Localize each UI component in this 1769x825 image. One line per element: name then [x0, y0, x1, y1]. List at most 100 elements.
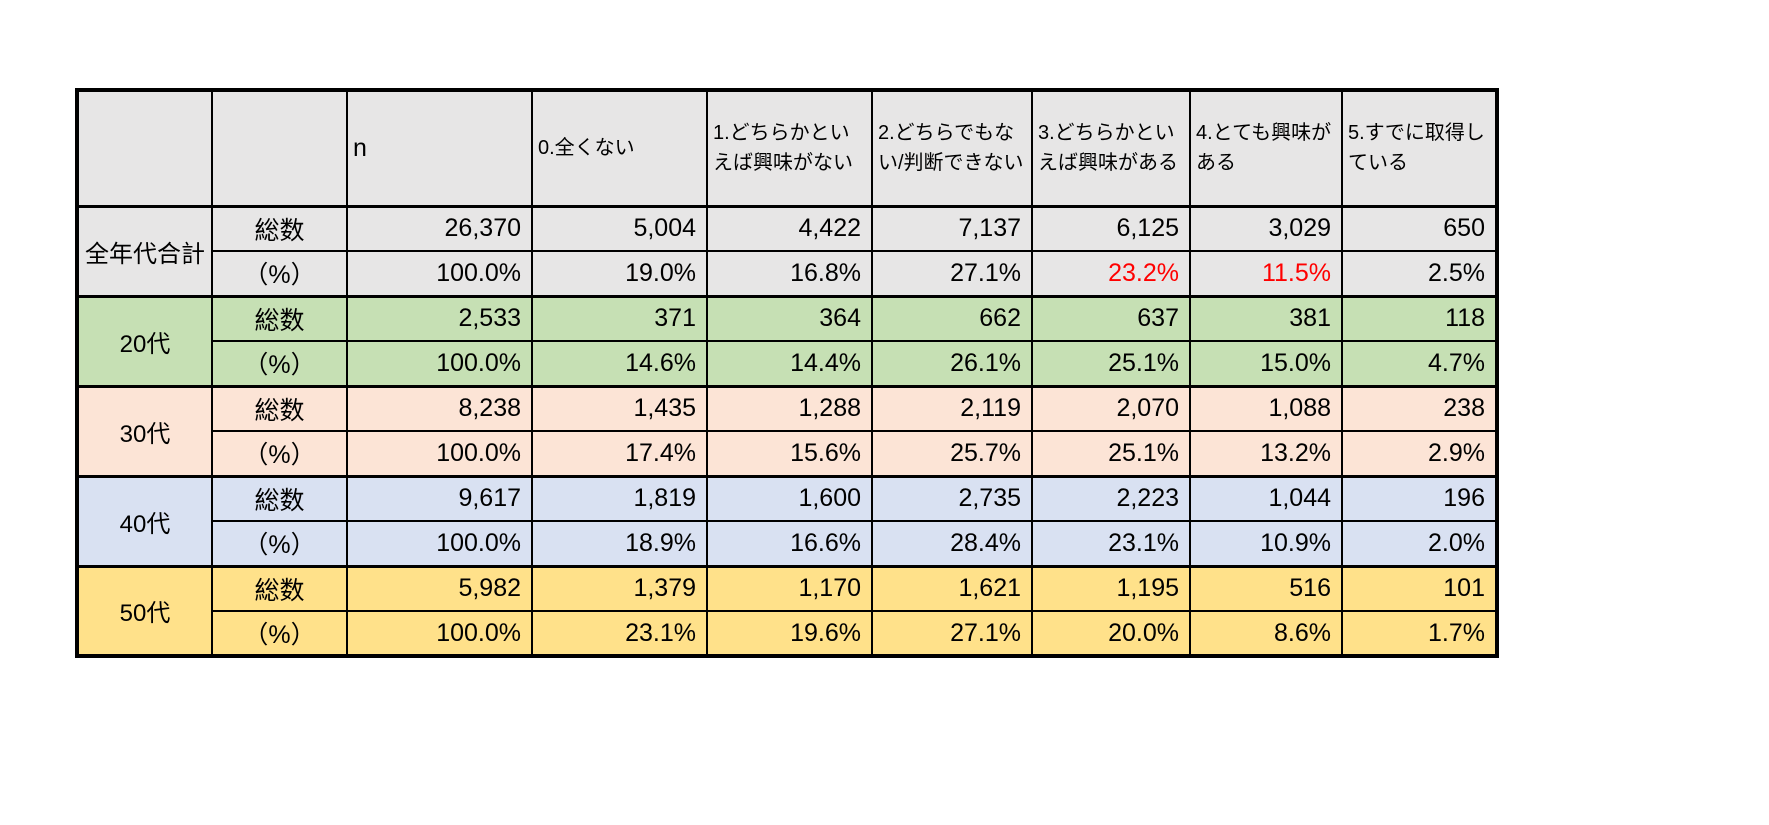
value-cell: 8,238 — [346, 384, 533, 432]
value-cell: 14.6% — [531, 340, 708, 387]
value-cell: 26.1% — [871, 340, 1033, 387]
value-cell: 25.7% — [871, 430, 1033, 477]
row-group-label: 50代 — [76, 564, 213, 657]
column-header-2: n — [346, 89, 533, 208]
value-cell: 650 — [1341, 204, 1498, 252]
value-cell: 5,982 — [346, 564, 533, 612]
value-cell: 1,435 — [531, 384, 708, 432]
value-cell: 19.6% — [706, 610, 873, 657]
column-header-3: 0.全くない — [531, 89, 708, 208]
value-cell: 1,621 — [871, 564, 1033, 612]
value-cell: 1,044 — [1189, 474, 1343, 522]
value-cell: 23.1% — [1031, 520, 1191, 567]
value-cell: 2,070 — [1031, 384, 1191, 432]
column-header-1 — [211, 89, 348, 208]
value-cell: 100.0% — [346, 610, 533, 657]
row-group-label: 20代 — [76, 294, 213, 387]
value-cell: 16.6% — [706, 520, 873, 567]
column-header-7: 4.とても興味がある — [1189, 89, 1343, 208]
value-cell: 1,819 — [531, 474, 708, 522]
row-type-label: 総数 — [211, 564, 348, 612]
row-type-label: （%） — [211, 430, 348, 477]
value-cell: 662 — [871, 294, 1033, 342]
value-cell: 637 — [1031, 294, 1191, 342]
value-cell: 10.9% — [1189, 520, 1343, 567]
value-cell: 9,617 — [346, 474, 533, 522]
value-cell: 15.6% — [706, 430, 873, 477]
table-row: （%） 100.0% 18.9% 16.6% 28.4% 23.1% 10.9% 2.0% — [77, 520, 1498, 567]
row-group-label: 30代 — [76, 384, 213, 477]
column-header-5: 2.どちらでもない/判断できない — [871, 89, 1033, 208]
row-type-label: 総数 — [211, 474, 348, 522]
value-cell: 11.5% — [1189, 250, 1343, 297]
table-row: 全年代合計 総数 26,370 5,004 4,422 7,137 6,125 3,029 65… — [76, 204, 1498, 297]
value-cell: 1,288 — [706, 384, 873, 432]
value-cell: 28.4% — [871, 520, 1033, 567]
row-type-label: 総数 — [211, 384, 348, 432]
column-header-0 — [76, 89, 213, 208]
value-cell: 23.1% — [531, 610, 708, 657]
row-group-label: 全年代合計 — [76, 204, 213, 297]
value-cell: 516 — [1189, 564, 1343, 612]
value-cell: 100.0% — [346, 250, 533, 297]
value-cell: 100.0% — [346, 520, 533, 567]
value-cell: 381 — [1189, 294, 1343, 342]
value-cell: 18.9% — [531, 520, 708, 567]
value-cell: 101 — [1341, 564, 1498, 612]
value-cell: 2.0% — [1341, 520, 1498, 567]
value-cell: 196 — [1341, 474, 1498, 522]
value-cell: 16.8% — [706, 250, 873, 297]
value-cell: 1,600 — [706, 474, 873, 522]
value-cell: 13.2% — [1189, 430, 1343, 477]
table-row: 20代 総数 2,533 371 364 662 637 381 118 — [76, 294, 1498, 387]
value-cell: 2.9% — [1341, 430, 1498, 477]
value-cell: 25.1% — [1031, 340, 1191, 387]
value-cell: 118 — [1341, 294, 1498, 342]
row-type-label: 総数 — [211, 294, 348, 342]
table-row: （%） 100.0% 17.4% 15.6% 25.7% 25.1% 13.2% 2.9% — [77, 430, 1498, 477]
row-type-label: （%） — [211, 250, 348, 297]
value-cell: 19.0% — [531, 250, 708, 297]
value-cell: 15.0% — [1189, 340, 1343, 387]
value-cell: 2.5% — [1341, 250, 1498, 297]
value-cell: 371 — [531, 294, 708, 342]
value-cell: 23.2% — [1031, 250, 1191, 297]
header-row: n 0.全くない 1.どちらかといえば興味がない 2.どちらでもない/判断できない 3.… — [76, 89, 1498, 208]
table-row: （%） 100.0% 23.1% 19.6% 27.1% 20.0% 8.6% 1.7% — [77, 610, 1498, 657]
value-cell: 100.0% — [346, 340, 533, 387]
table-row: 50代 総数 5,982 1,379 1,170 1,621 1,195 516 101 — [76, 564, 1498, 657]
table-row: （%） 100.0% 14.6% 14.4% 26.1% 25.1% 15.0% 4.7% — [77, 340, 1498, 387]
value-cell: 1,170 — [706, 564, 873, 612]
value-cell: 26,370 — [346, 204, 533, 252]
column-header-8: 5.すでに取得している — [1341, 89, 1498, 208]
value-cell: 4,422 — [706, 204, 873, 252]
row-group-label: 40代 — [76, 474, 213, 567]
value-cell: 27.1% — [871, 610, 1033, 657]
value-cell: 2,119 — [871, 384, 1033, 432]
row-type-label: （%） — [211, 340, 348, 387]
value-cell: 1,379 — [531, 564, 708, 612]
value-cell: 14.4% — [706, 340, 873, 387]
row-type-label: 総数 — [211, 204, 348, 252]
table-row: 40代 総数 9,617 1,819 1,600 2,735 2,223 1,044 196 — [76, 474, 1498, 567]
survey-table-container: n 0.全くない 1.どちらかといえば興味がない 2.どちらでもない/判断できない 3.… — [75, 88, 1499, 658]
column-header-4: 1.どちらかといえば興味がない — [706, 89, 873, 208]
value-cell: 20.0% — [1031, 610, 1191, 657]
value-cell: 6,125 — [1031, 204, 1191, 252]
value-cell: 3,029 — [1189, 204, 1343, 252]
value-cell: 2,533 — [346, 294, 533, 342]
table-row: （%） 100.0% 19.0% 16.8% 27.1% 23.2% 11.5% 2.5% — [77, 250, 1498, 297]
value-cell: 7,137 — [871, 204, 1033, 252]
value-cell: 2,735 — [871, 474, 1033, 522]
value-cell: 1.7% — [1341, 610, 1498, 657]
value-cell: 25.1% — [1031, 430, 1191, 477]
row-type-label: （%） — [211, 520, 348, 567]
value-cell: 27.1% — [871, 250, 1033, 297]
column-header-6: 3.どちらかといえば興味がある — [1031, 89, 1191, 208]
value-cell: 8.6% — [1189, 610, 1343, 657]
value-cell: 238 — [1341, 384, 1498, 432]
value-cell: 4.7% — [1341, 340, 1498, 387]
value-cell: 1,195 — [1031, 564, 1191, 612]
row-type-label: （%） — [211, 610, 348, 657]
survey-table: n 0.全くない 1.どちらかといえば興味がない 2.どちらでもない/判断できない 3.… — [75, 88, 1499, 658]
